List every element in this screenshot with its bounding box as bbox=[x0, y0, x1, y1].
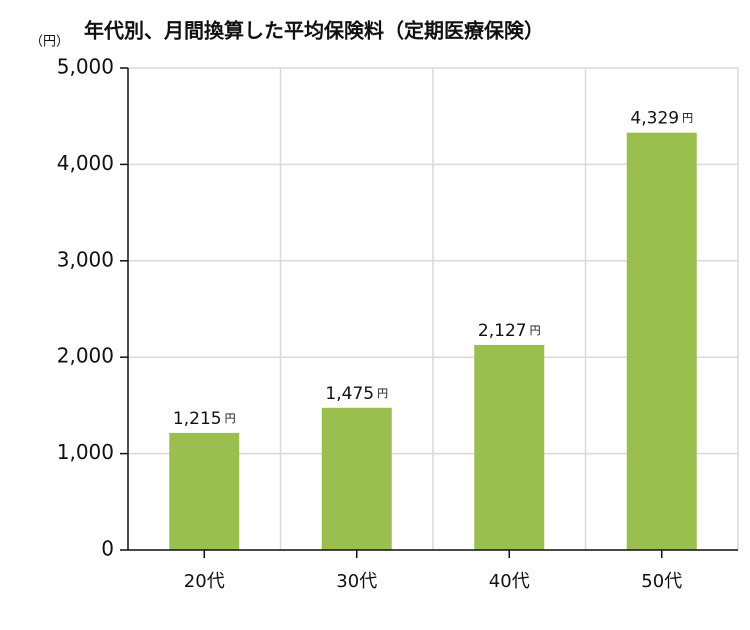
x-tick-label: 40代 bbox=[489, 571, 530, 592]
value-label-number: 2,127 bbox=[478, 321, 527, 341]
value-label-unit: 円 bbox=[682, 112, 693, 125]
x-tick-label: 50代 bbox=[641, 571, 682, 592]
value-label-number: 1,215 bbox=[173, 409, 222, 429]
value-label-unit: 円 bbox=[225, 412, 236, 425]
value-label-number: 1,475 bbox=[325, 384, 374, 404]
bar bbox=[169, 432, 240, 550]
y-tick-label: 1,000 bbox=[57, 440, 114, 464]
x-tick-label: 30代 bbox=[336, 571, 377, 592]
y-tick-label: 5,000 bbox=[57, 55, 114, 79]
y-tick-label: 4,000 bbox=[57, 151, 114, 175]
chart-title: 年代別、月間換算した平均保険料（定期医療保険） bbox=[84, 19, 544, 43]
value-label: 4,329 円 bbox=[630, 109, 693, 129]
value-label-number: 4,329 bbox=[630, 109, 679, 129]
value-label: 1,475 円 bbox=[325, 384, 388, 404]
y-tick-label: 0 bbox=[101, 537, 114, 561]
y-axis-label: （円） bbox=[30, 35, 69, 50]
value-label: 2,127 円 bbox=[478, 321, 541, 341]
bar bbox=[474, 344, 545, 550]
value-label: 1,215 円 bbox=[173, 409, 236, 429]
bar bbox=[321, 407, 392, 550]
y-tick-label: 2,000 bbox=[57, 344, 114, 368]
value-label-unit: 円 bbox=[530, 324, 541, 337]
x-tick-label: 20代 bbox=[184, 571, 225, 592]
value-label-unit: 円 bbox=[377, 387, 388, 400]
bar bbox=[626, 132, 697, 551]
y-tick-label: 3,000 bbox=[57, 247, 114, 271]
